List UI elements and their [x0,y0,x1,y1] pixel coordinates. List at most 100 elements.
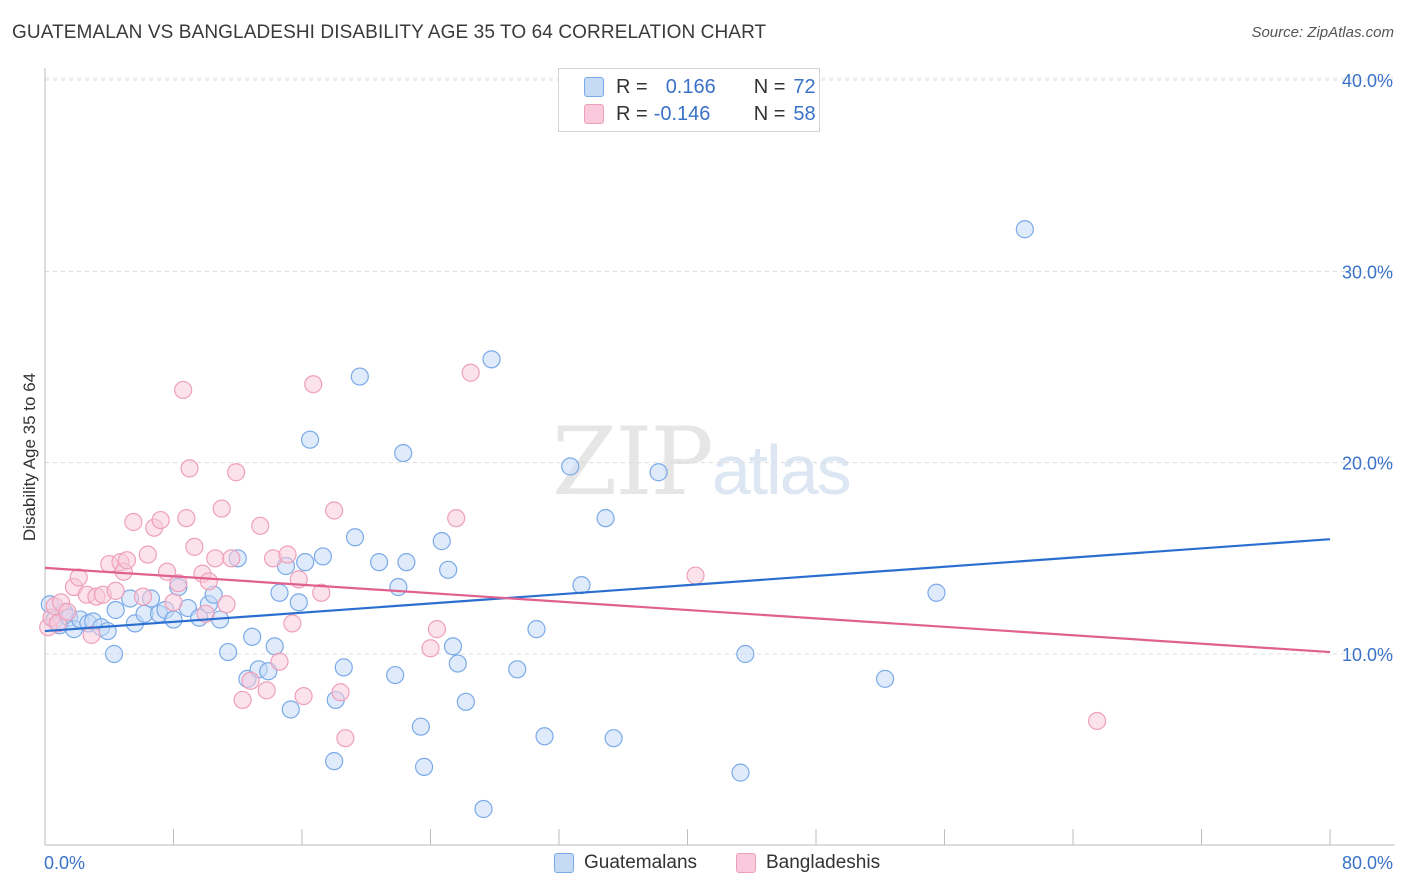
point-guatemalans [219,642,238,662]
chart-title: GUATEMALAN VS BANGLADESHI DISABILITY AGE… [12,22,767,43]
legend-row-bangladeshis: R = -0.146 N = 58 [584,101,816,127]
point-guatemalans [350,367,369,386]
series-legend: Guatemalans Bangladeshis [0,852,1406,878]
point-guatemalans [561,457,580,476]
series-swatch-guatemalans [554,853,574,873]
point-bangladeshis [199,572,218,591]
legend-n-label: N = [753,75,786,98]
series-legend-bangladeshis[interactable]: Bangladeshis [736,852,880,874]
point-bangladeshis [69,568,88,587]
point-bangladeshis [331,683,350,702]
axes [44,68,1395,846]
y-tick-label: 30.0% [1342,262,1393,282]
point-guatemalans [386,665,405,685]
point-guatemalans [432,532,451,551]
x-tick-label-max: 80.0% [1342,853,1393,873]
point-bangladeshis [427,620,447,639]
point-bangladeshis [257,681,276,700]
point-bangladeshis [177,509,196,528]
point-guatemalans [527,620,546,639]
point-bangladeshis [82,625,101,644]
data-points [39,220,1107,819]
point-bangladeshis [106,581,125,600]
point-bangladeshis [312,583,331,602]
series-legend-guatemalans[interactable]: Guatemalans [554,852,697,874]
point-bangladeshis [222,549,241,568]
watermark-atlas: atlas [711,431,852,509]
point-bangladeshis [461,363,480,382]
point-bangladeshis [447,509,466,528]
point-bangladeshis [185,537,204,556]
legend-r-value: 0.166 [665,75,716,98]
point-bangladeshis [138,545,157,564]
point-guatemalans [572,576,591,595]
point-guatemalans [345,528,365,547]
point-guatemalans [508,660,527,679]
trend-lines [44,538,1331,654]
point-guatemalans [604,729,623,748]
point-guatemalans [313,547,332,566]
point-guatemalans [443,637,463,656]
point-guatemalans [456,692,475,711]
point-guatemalans [394,444,413,463]
point-bangladeshis [174,380,193,400]
series-swatch-bangladeshis [736,853,756,873]
x-tick-label-min: 0.0% [44,853,85,873]
point-bangladeshis [270,652,289,671]
point-bangladeshis [206,549,225,568]
point-bangladeshis [117,551,137,570]
point-guatemalans [535,727,554,746]
point-guatemalans [296,553,315,572]
point-bangladeshis [133,587,153,606]
point-guatemalans [482,350,501,369]
point-bangladeshis [217,595,236,614]
point-bangladeshis [212,499,231,518]
point-guatemalans [875,669,895,688]
point-guatemalans [265,637,284,656]
point-guatemalans [411,717,430,736]
source-label: Source: ZipAtlas.com [1251,24,1394,41]
point-guatemalans [334,658,353,677]
point-guatemalans [1015,220,1034,239]
point-guatemalans [596,509,615,528]
point-guatemalans [270,583,289,602]
point-bangladeshis [283,614,302,633]
watermark: ZIPatlas [552,408,852,517]
point-bangladeshis [169,574,188,593]
point-guatemalans [397,553,416,572]
point-bangladeshis [686,566,705,585]
point-bangladeshis [227,463,246,482]
point-guatemalans [106,600,125,620]
point-guatemalans [439,560,458,579]
point-guatemalans [736,644,755,664]
series-name-bangladeshis: Bangladeshis [766,852,881,873]
legend-swatch-guatemalans [584,77,604,97]
point-guatemalans [325,752,344,771]
trend-line-bangladeshis [44,566,1331,654]
series-name-guatemalans: Guatemalans [584,852,698,873]
point-bangladeshis [58,602,77,622]
point-guatemalans [164,610,183,629]
point-bangladeshis [196,604,215,623]
point-bangladeshis [251,516,270,535]
point-bangladeshis [180,459,199,478]
y-tick-label: 10.0% [1342,645,1393,665]
point-bangladeshis [325,501,344,520]
point-bangladeshis [233,690,252,710]
legend-swatch-bangladeshis [584,104,604,124]
y-tick-label: 40.0% [1342,71,1393,91]
point-bangladeshis [336,729,355,748]
point-guatemalans [300,430,320,449]
point-bangladeshis [1087,711,1107,731]
trend-line-guatemalans [44,538,1331,633]
legend-r-label: R = [616,102,648,125]
point-guatemalans [389,577,408,597]
point-guatemalans [649,463,668,482]
point-guatemalans [927,583,946,602]
grid-lines [45,77,1395,655]
point-guatemalans [474,799,493,819]
legend-r-value: -0.146 [653,102,711,125]
legend-n-value: 58 [793,102,816,125]
point-bangladeshis [124,512,143,532]
